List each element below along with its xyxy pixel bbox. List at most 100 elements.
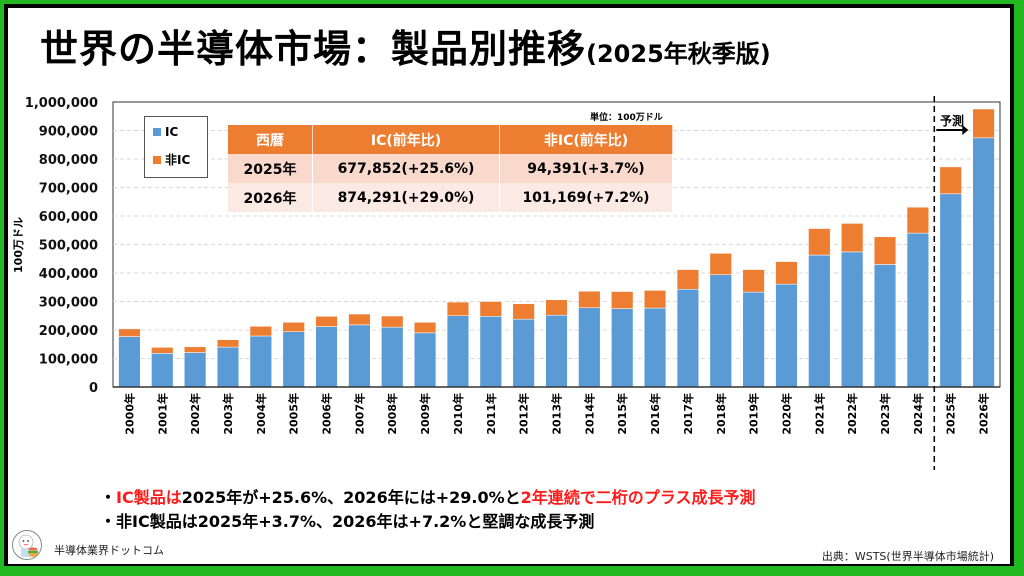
x-tick-label: 2020年 (779, 393, 793, 435)
bar-ic (151, 353, 174, 388)
bar-non-ic (348, 313, 371, 326)
y-tick-label: 0 (89, 381, 98, 396)
table-header: 西暦 (228, 125, 313, 154)
x-tick-label: 2026年 (977, 393, 991, 435)
forecast-arrowhead-icon (962, 125, 969, 135)
x-tick-label: 2014年 (582, 393, 596, 435)
table-header: 非IC(前年比) (499, 125, 673, 154)
bar-non-ic (676, 269, 699, 290)
bar-ic (446, 315, 470, 388)
x-tick-label: 2008年 (385, 393, 399, 435)
bar-non-ic (216, 339, 240, 348)
bullet: ・ (100, 512, 117, 531)
note-text: 2025年が+25.6%、2026年には+29.0%と (181, 488, 521, 507)
bar-non-ic (611, 291, 634, 309)
y-tick-label: 100,000 (39, 353, 98, 368)
table-header: IC(前年比) (312, 125, 500, 154)
bar-ic (873, 264, 897, 388)
bar-ic (906, 232, 929, 388)
bar-ic (676, 288, 699, 388)
bar-ic (348, 324, 371, 388)
y-tick-label: 1,000,000 (25, 96, 98, 111)
bar-non-ic (381, 315, 404, 328)
forecast-label: 予測 (940, 114, 965, 128)
bar-ic (972, 137, 995, 388)
table-cell: 2026年 (228, 183, 313, 212)
bar-non-ic (775, 261, 798, 285)
bar-ic (381, 326, 404, 388)
x-tick-label: 2021年 (812, 393, 826, 435)
note-highlight: IC製品は (116, 488, 182, 507)
bar-ic (643, 307, 667, 388)
page-title: 世界の半導体市場：製品別推移(2025年秋季版) (40, 18, 771, 73)
bar-non-ic (545, 299, 568, 316)
x-tick-label: 2006年 (320, 393, 334, 435)
unit-label: 単位：100万ドル (590, 113, 663, 123)
bar-ic (479, 316, 502, 388)
legend-swatch-ic (153, 128, 161, 136)
table-cell: 874,291(+29.0%) (312, 183, 500, 212)
bar-non-ic (709, 253, 732, 275)
x-tick-label: 2010年 (451, 393, 465, 435)
bar-non-ic (578, 290, 601, 309)
x-tick-label: 2003年 (221, 393, 235, 435)
bar-non-ic (414, 322, 437, 334)
y-tick-label: 500,000 (39, 239, 98, 254)
x-tick-label: 2009年 (418, 393, 432, 435)
legend-item-non-ic: 非IC (153, 151, 190, 168)
y-tick-label: 300,000 (39, 296, 98, 311)
x-tick-label: 2017年 (681, 393, 695, 435)
bar-non-ic (249, 326, 272, 337)
title-main: 世界の半導体市場：製品別推移 (40, 27, 587, 71)
bar-ic (841, 251, 864, 388)
bar-non-ic (282, 322, 305, 332)
note-line-2: ・非IC製品は2025年+3.7%、2026年は+7.2%と堅調な成長予測 (100, 510, 755, 534)
chart-legend: IC 非IC (144, 116, 208, 178)
bar-non-ic (972, 108, 995, 139)
title-edition: (2025年秋季版) (586, 40, 771, 68)
note-text: 非IC製品は2025年+3.7%、2026年は+7.2%と堅調な成長予測 (116, 512, 595, 531)
x-tick-label: 2025年 (944, 393, 958, 435)
note-line-1: ・IC製品は2025年が+25.6%、2026年には+29.0%と2年連続で二桁… (100, 486, 755, 510)
x-tick-label: 2001年 (155, 393, 169, 435)
x-tick-label: 2015年 (615, 393, 629, 435)
bullet: ・ (100, 488, 117, 507)
bar-non-ic (643, 290, 667, 309)
x-tick-label: 2002年 (188, 393, 202, 435)
table-cell: 2025年 (228, 154, 313, 183)
bar-non-ic (939, 166, 962, 195)
bar-ic (184, 352, 207, 388)
bar-non-ic (184, 346, 207, 353)
x-tick-label: 2019年 (747, 393, 761, 435)
y-tick-label: 700,000 (39, 182, 98, 197)
x-tick-label: 2013年 (550, 393, 564, 435)
x-tick-label: 2018年 (714, 393, 728, 435)
bar-ic (315, 326, 338, 388)
summary-notes: ・IC製品は2025年が+25.6%、2026年には+29.0%と2年連続で二桁… (100, 486, 755, 534)
bar-non-ic (873, 236, 897, 265)
bar-ic (578, 307, 601, 388)
bar-ic (512, 318, 535, 388)
bar-non-ic (118, 328, 141, 337)
x-tick-label: 2012年 (517, 393, 531, 435)
bar-ic (216, 346, 240, 388)
legend-item-ic: IC (153, 125, 178, 139)
table-cell: 677,852(+25.6%) (312, 154, 500, 183)
forecast-table: 西暦 IC(前年比) 非IC(前年比) 2025年 677,852(+25.6%… (228, 125, 673, 212)
bar-ic (611, 308, 634, 388)
x-tick-label: 2022年 (845, 393, 859, 435)
bar-non-ic (841, 223, 864, 253)
bar-non-ic (479, 301, 502, 317)
y-tick-label: 900,000 (39, 125, 98, 140)
table-cell: 94,391(+3.7%) (499, 154, 673, 183)
bar-non-ic (446, 301, 470, 317)
mascot-avatar-icon (12, 530, 42, 560)
x-tick-label: 2007年 (352, 393, 366, 435)
bar-non-ic (512, 303, 535, 320)
source-credit: 出典：WSTS(世界半導体市場統計) (821, 550, 994, 563)
x-tick-label: 2011年 (484, 393, 498, 435)
x-tick-label: 2005年 (287, 393, 301, 435)
bar-ic (545, 314, 568, 388)
bar-ic (118, 336, 141, 388)
